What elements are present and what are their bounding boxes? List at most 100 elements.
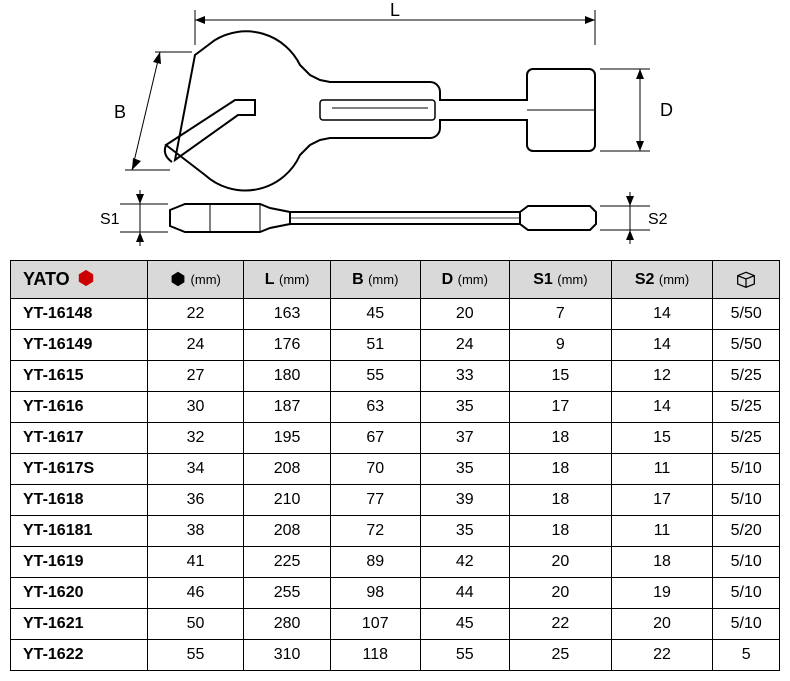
cell-box: 5/10 bbox=[713, 485, 780, 516]
cell-code: YT-1617S bbox=[11, 454, 148, 485]
cell-box: 5/10 bbox=[713, 578, 780, 609]
cell-box: 5/25 bbox=[713, 361, 780, 392]
cell-S1: 9 bbox=[510, 330, 612, 361]
spec-table: YATO (mm) L (mm) B (mm) D (mm) S1 (mm) S… bbox=[10, 260, 780, 671]
col-L: L (mm) bbox=[244, 261, 331, 299]
table-row: YT-1622553101185525225 bbox=[11, 640, 780, 671]
cell-D: 35 bbox=[420, 392, 510, 423]
cell-D: 39 bbox=[420, 485, 510, 516]
cell-L: 310 bbox=[244, 640, 331, 671]
cell-B: 70 bbox=[330, 454, 420, 485]
cell-L: 280 bbox=[244, 609, 331, 640]
table-row: YT-161492417651249145/50 bbox=[11, 330, 780, 361]
cell-D: 33 bbox=[420, 361, 510, 392]
cell-S2: 11 bbox=[611, 516, 713, 547]
cell-L: 225 bbox=[244, 547, 331, 578]
cell-S2: 20 bbox=[611, 609, 713, 640]
cell-S2: 19 bbox=[611, 578, 713, 609]
label-D: D bbox=[660, 100, 673, 120]
cell-S1: 18 bbox=[510, 423, 612, 454]
cell-B: 89 bbox=[330, 547, 420, 578]
wrench-diagram: L B D bbox=[0, 0, 790, 260]
cell-L: 176 bbox=[244, 330, 331, 361]
label-S2: S2 bbox=[648, 211, 668, 228]
table-row: YT-161527180553315125/25 bbox=[11, 361, 780, 392]
table-row: YT-161836210773918175/10 bbox=[11, 485, 780, 516]
label-B: B bbox=[114, 102, 126, 122]
cell-L: 163 bbox=[244, 299, 331, 330]
col-S2: S2 (mm) bbox=[611, 261, 713, 299]
cell-code: YT-1622 bbox=[11, 640, 148, 671]
cell-hex: 27 bbox=[147, 361, 243, 392]
cell-code: YT-1618 bbox=[11, 485, 148, 516]
cell-code: YT-1619 bbox=[11, 547, 148, 578]
cell-D: 42 bbox=[420, 547, 510, 578]
cell-hex: 38 bbox=[147, 516, 243, 547]
cell-B: 45 bbox=[330, 299, 420, 330]
cell-S1: 17 bbox=[510, 392, 612, 423]
cell-code: YT-1616 bbox=[11, 392, 148, 423]
cell-hex: 50 bbox=[147, 609, 243, 640]
cell-D: 44 bbox=[420, 578, 510, 609]
cell-S2: 17 bbox=[611, 485, 713, 516]
cell-B: 51 bbox=[330, 330, 420, 361]
table-row: YT-1618138208723518115/20 bbox=[11, 516, 780, 547]
cell-S1: 25 bbox=[510, 640, 612, 671]
cell-S1: 22 bbox=[510, 609, 612, 640]
table-row: YT-161732195673718155/25 bbox=[11, 423, 780, 454]
cell-box: 5/25 bbox=[713, 423, 780, 454]
cell-box: 5/10 bbox=[713, 547, 780, 578]
cell-B: 77 bbox=[330, 485, 420, 516]
cell-S1: 7 bbox=[510, 299, 612, 330]
cell-hex: 32 bbox=[147, 423, 243, 454]
cell-box: 5/50 bbox=[713, 330, 780, 361]
cell-hex: 36 bbox=[147, 485, 243, 516]
cell-L: 208 bbox=[244, 454, 331, 485]
cell-L: 195 bbox=[244, 423, 331, 454]
table-row: YT-161482216345207145/50 bbox=[11, 299, 780, 330]
cell-S1: 18 bbox=[510, 485, 612, 516]
cell-B: 118 bbox=[330, 640, 420, 671]
cell-D: 24 bbox=[420, 330, 510, 361]
cell-S1: 18 bbox=[510, 516, 612, 547]
col-box bbox=[713, 261, 780, 299]
cell-D: 45 bbox=[420, 609, 510, 640]
brand-name: YATO bbox=[23, 269, 70, 289]
cell-L: 208 bbox=[244, 516, 331, 547]
cell-box: 5 bbox=[713, 640, 780, 671]
cell-B: 98 bbox=[330, 578, 420, 609]
cell-S2: 18 bbox=[611, 547, 713, 578]
cell-box: 5/25 bbox=[713, 392, 780, 423]
cell-hex: 22 bbox=[147, 299, 243, 330]
cell-B: 67 bbox=[330, 423, 420, 454]
cell-B: 63 bbox=[330, 392, 420, 423]
cell-box: 5/10 bbox=[713, 609, 780, 640]
col-S1: S1 (mm) bbox=[510, 261, 612, 299]
cell-B: 55 bbox=[330, 361, 420, 392]
table-row: YT-162046255984420195/10 bbox=[11, 578, 780, 609]
cell-code: YT-1620 bbox=[11, 578, 148, 609]
cell-L: 255 bbox=[244, 578, 331, 609]
cell-hex: 55 bbox=[147, 640, 243, 671]
cell-S2: 14 bbox=[611, 330, 713, 361]
col-hex: (mm) bbox=[147, 261, 243, 299]
cell-S1: 20 bbox=[510, 578, 612, 609]
cell-D: 37 bbox=[420, 423, 510, 454]
cell-code: YT-16148 bbox=[11, 299, 148, 330]
cell-L: 187 bbox=[244, 392, 331, 423]
cell-S2: 15 bbox=[611, 423, 713, 454]
cell-S2: 22 bbox=[611, 640, 713, 671]
cell-D: 35 bbox=[420, 516, 510, 547]
cell-L: 210 bbox=[244, 485, 331, 516]
cell-box: 5/50 bbox=[713, 299, 780, 330]
cell-box: 5/20 bbox=[713, 516, 780, 547]
cell-box: 5/10 bbox=[713, 454, 780, 485]
cell-hex: 41 bbox=[147, 547, 243, 578]
table-row: YT-1617S34208703518115/10 bbox=[11, 454, 780, 485]
cell-S2: 14 bbox=[611, 392, 713, 423]
cell-hex: 30 bbox=[147, 392, 243, 423]
cell-S2: 11 bbox=[611, 454, 713, 485]
cell-S1: 20 bbox=[510, 547, 612, 578]
cell-code: YT-16181 bbox=[11, 516, 148, 547]
table-header-row: YATO (mm) L (mm) B (mm) D (mm) S1 (mm) S… bbox=[11, 261, 780, 299]
